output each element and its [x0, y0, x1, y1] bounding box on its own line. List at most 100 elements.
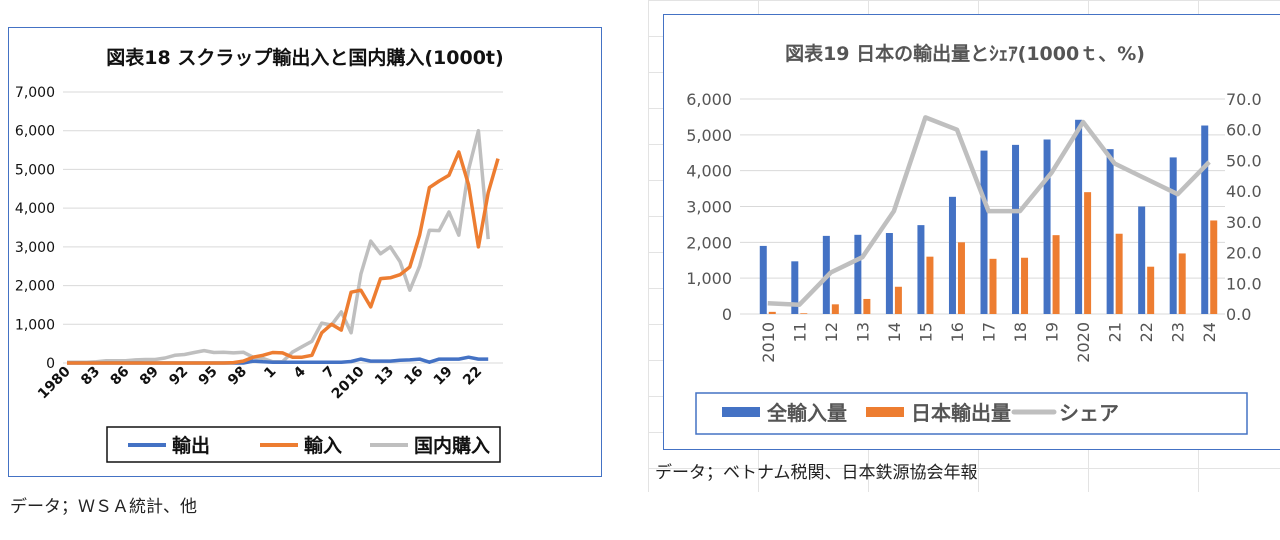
x-tick-label: 86 [108, 364, 133, 389]
x-tick-label: 2010 [329, 363, 368, 402]
bar-total-imports [980, 150, 988, 314]
chart18-source-note: データ；ＷＳＡ統計、他 [10, 497, 197, 517]
y-tick-label: 2,000 [15, 279, 55, 295]
bar-total-imports [917, 225, 925, 314]
bar-japan-exports [1178, 253, 1186, 314]
bar-total-imports [1201, 125, 1209, 315]
x-tick-label: 22 [460, 364, 485, 389]
y2-tick-label: 10.0 [1226, 274, 1262, 293]
x-tick-label: 16 [401, 364, 426, 389]
bar-total-imports [1075, 119, 1083, 315]
bar-total-imports [1043, 139, 1051, 314]
y-tick-label: 0 [46, 356, 55, 372]
bar-japan-exports [1210, 220, 1218, 314]
y-tick-label: 4,000 [686, 162, 732, 181]
x-tick-label: 4 [291, 363, 309, 381]
y2-tick-label: 70.0 [1226, 90, 1262, 109]
x-tick-label: 16 [948, 322, 967, 342]
legend-label: シェア [1059, 401, 1119, 425]
bar-japan-exports [989, 258, 997, 314]
legend-label: 全輸入量 [766, 401, 847, 425]
bar-total-imports [1012, 144, 1020, 314]
bar-japan-exports [768, 311, 776, 314]
y-tick-label: 1,000 [15, 317, 55, 333]
legend-label: 日本輸出量 [911, 401, 1011, 425]
y-tick-label: 3,000 [686, 198, 732, 217]
series-line-share [767, 115, 1211, 308]
x-tick-label: 12 [822, 322, 841, 342]
y-tick-label: 7,000 [15, 85, 55, 101]
x-tick-label: 98 [225, 364, 250, 389]
y2-tick-label: 20.0 [1226, 244, 1262, 263]
bar-total-imports [791, 261, 799, 314]
x-tick-label: 19 [431, 364, 456, 389]
chart18-legend [106, 426, 501, 463]
series-line-1 [67, 150, 500, 365]
x-tick-label: 1 [261, 364, 279, 382]
y-tick-label: 4,000 [15, 201, 55, 217]
x-tick-label: 13 [853, 322, 872, 342]
bar-total-imports [759, 245, 767, 314]
legend-swatch-1 [866, 407, 904, 417]
x-tick-label: 15 [916, 322, 935, 342]
y-tick-label: 0 [722, 305, 732, 324]
y-tick-label: 1,000 [686, 269, 732, 288]
bar-japan-exports [894, 286, 902, 314]
bar-japan-exports [1084, 192, 1092, 314]
x-tick-label: 17 [980, 322, 999, 342]
x-tick-label: 22 [1137, 322, 1156, 342]
bar-japan-exports [1052, 235, 1060, 314]
chart19-frame[interactable] [663, 14, 1280, 450]
chart19-source-note: データ；ベトナム税関、日本鉄源協会年報 [655, 463, 978, 483]
y2-tick-label: 60.0 [1226, 121, 1262, 140]
chart19-title: 図表19 日本の輸出量とｼｪｱ(1000ｔ、%) [785, 42, 1145, 65]
bar-japan-exports [1115, 233, 1123, 314]
y-tick-label: 6,000 [686, 90, 732, 109]
legend-swatch-0 [722, 407, 760, 417]
x-tick-label: 89 [137, 364, 162, 389]
bar-japan-exports [800, 313, 808, 314]
y2-tick-label: 50.0 [1226, 151, 1262, 170]
x-tick-label: 18 [1011, 322, 1030, 342]
bar-total-imports [1169, 157, 1177, 314]
y-tick-label: 5,000 [686, 126, 732, 145]
bar-japan-exports [1021, 257, 1029, 314]
chart19-legend [695, 392, 1248, 435]
bar-japan-exports [926, 256, 934, 314]
x-tick-label: 14 [885, 322, 904, 342]
bar-total-imports [1106, 149, 1114, 314]
legend-label: 輸出 [172, 434, 210, 457]
x-tick-label: 2010 [759, 322, 778, 363]
x-tick-label: 23 [1169, 322, 1188, 342]
bar-total-imports [854, 234, 862, 314]
x-tick-label: 21 [1106, 322, 1125, 342]
x-tick-label: 92 [166, 364, 191, 389]
y-tick-label: 6,000 [15, 124, 55, 140]
chart18-title: 図表18 スクラップ輸出入と国内購入(1000t) [106, 46, 503, 69]
bar-japan-exports [831, 304, 839, 314]
x-tick-label: 2020 [1074, 322, 1093, 363]
x-tick-label: 11 [790, 322, 809, 342]
y2-tick-label: 30.0 [1226, 213, 1262, 232]
y-tick-label: 2,000 [686, 233, 732, 252]
bar-japan-exports [957, 242, 965, 314]
legend-label: 国内購入 [414, 434, 490, 457]
y-tick-label: 5,000 [15, 162, 55, 178]
bar-total-imports [1138, 206, 1146, 314]
x-tick-label: 95 [196, 364, 221, 389]
chart18-frame[interactable] [8, 27, 602, 477]
legend-label: 輸入 [304, 434, 342, 457]
x-tick-label: 83 [78, 364, 103, 389]
bar-total-imports [885, 233, 893, 314]
y-tick-label: 3,000 [15, 240, 55, 256]
x-tick-label: 24 [1200, 322, 1219, 342]
bar-japan-exports [863, 298, 871, 314]
y2-tick-label: 40.0 [1226, 182, 1262, 201]
x-tick-label: 13 [372, 364, 397, 389]
x-tick-label: 19 [1043, 322, 1062, 342]
bar-japan-exports [1147, 266, 1155, 314]
y2-tick-label: 0.0 [1226, 305, 1251, 324]
x-tick-label: 7 [320, 364, 338, 382]
bar-total-imports [948, 196, 956, 314]
